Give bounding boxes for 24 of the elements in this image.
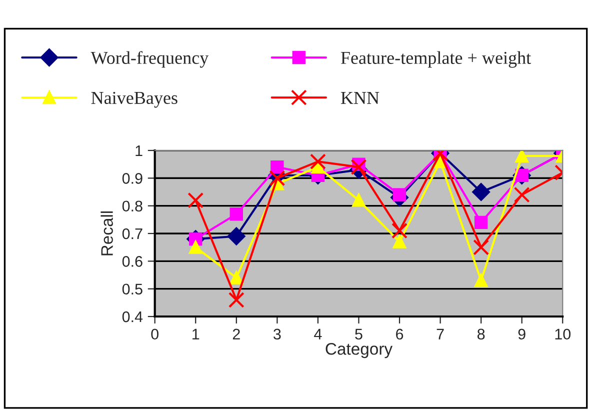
y-tick-label: 0.9 [122, 173, 142, 184]
y-tick-label: 1 [136, 145, 142, 156]
legend-label: Word-frequency [90, 51, 209, 68]
legend-label: NaiveBayes [91, 92, 178, 108]
x-tick-label: 9 [518, 328, 526, 340]
x-tick-label: 5 [355, 328, 362, 340]
x-tick-label: 1 [192, 328, 200, 340]
y-tick-label: 0.5 [122, 284, 142, 295]
y-tick-label: 0.8 [122, 200, 142, 212]
x-tick-label: 8 [477, 328, 485, 340]
legend-label: Feature-template + weight [340, 51, 531, 68]
x-tick-label: 0 [151, 328, 158, 340]
x-tick-label: 4 [314, 328, 322, 340]
x-tick-label: 6 [396, 328, 404, 340]
x-tick-label: 10 [555, 328, 571, 340]
x-axis-title: Category [326, 343, 393, 358]
y-axis-title: Recall [100, 211, 113, 256]
x-tick-label: 3 [274, 328, 281, 340]
y-tick-label: 0.6 [122, 256, 142, 267]
y-tick-label: 0.4 [122, 311, 143, 322]
legend-label: KNN [340, 92, 380, 104]
y-tick-label: 0.7 [122, 228, 142, 240]
x-tick-label: 7 [436, 328, 444, 340]
x-tick-label: 2 [232, 328, 240, 340]
